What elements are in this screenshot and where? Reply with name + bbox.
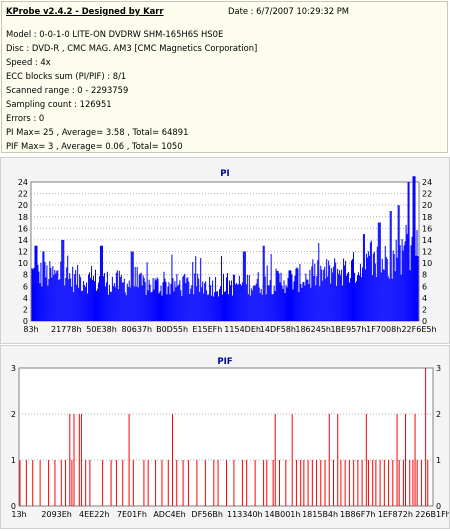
x-tick-label: 22F6E5h — [401, 325, 436, 334]
x-tick-label: 14DF58h — [260, 325, 296, 334]
x-tick-label: 1815B4h — [302, 510, 338, 519]
x-tick-label: 2093Eh — [41, 510, 71, 519]
app-title: KProbe v2.4.2 - Designed by Karr — [6, 6, 164, 16]
model-line: Model : 0-0-1-0 LITE-ON DVDRW SHM-165H6S… — [6, 29, 224, 39]
pi-chart-panel: PI 0 0 2 2 4 4 6 6 8 8 10 10 12 12 14 14 16 16 18 18 20 20 22 22… — [0, 157, 450, 344]
x-tick-label: 1154DEh — [224, 325, 261, 334]
x-tick-label: 7E01Fh — [117, 510, 147, 519]
y-tick-label-left: 3 — [11, 364, 16, 373]
range-line: Scanned range : 0 - 2293759 — [6, 85, 129, 95]
scan-date: Date : 6/7/2007 10:29:32 PM — [228, 6, 349, 16]
y-tick-label-left: 4 — [23, 294, 28, 303]
x-tick-label: 50E38h — [86, 325, 116, 334]
y-tick-label-left: 8 — [23, 271, 28, 280]
y-tick-label-left: 20 — [18, 201, 28, 210]
y-tick-label-right: 24 — [422, 178, 432, 187]
sampling-line: Sampling count : 126951 — [6, 99, 112, 109]
y-tick-label-right: 12 — [422, 248, 432, 257]
y-tick-label-right: 22 — [422, 190, 432, 199]
x-tick-label: 1BE957h — [330, 325, 366, 334]
bars — [19, 368, 429, 506]
x-tick-label: 4EE22h — [79, 510, 109, 519]
y-tick-label-right: 14 — [422, 236, 432, 245]
x-tick-label: 1B86F7h — [340, 510, 376, 519]
y-tick-label-left: 12 — [18, 248, 28, 257]
y-tick-label-right: 1 — [436, 456, 441, 465]
x-tick-label: 1EF872h — [378, 510, 413, 519]
pi-summary-line: PI Max= 25 , Average= 3.58 , Total= 6489… — [6, 127, 189, 137]
speed-line: Speed : 4x — [6, 57, 51, 67]
pif-chart: PIF 0 0 1 1 2 2 3 3 13h 2093Eh 4EE22h 7E01Fh ADC4Eh DF… — [11, 357, 450, 519]
y-tick-label-left: 22 — [18, 190, 28, 199]
y-tick-label-left: 1 — [11, 456, 16, 465]
y-tick-label-left: 16 — [18, 224, 28, 233]
x-tick-label: 113340h — [227, 510, 263, 519]
x-tick-label: 13h — [11, 510, 26, 519]
y-tick-label-right: 3 — [436, 364, 441, 373]
x-tick-label: 1F7008h — [366, 325, 401, 334]
x-tick-label: E15EFh — [192, 325, 222, 334]
plot-area — [18, 367, 434, 507]
y-tick-label-left: 0 — [23, 317, 28, 326]
chart-title: PIF — [217, 357, 232, 367]
x-tick-label: 226B1Fh — [415, 510, 449, 519]
y-tick-label-left: 2 — [11, 410, 16, 419]
x-tick-label: 14B001h — [264, 510, 300, 519]
pif-chart-panel: PIF 0 0 1 1 2 2 3 3 13h 2093Eh 4EE22h 7E01Fh ADC4Eh DF… — [0, 345, 450, 529]
ecc-line: ECC blocks sum (PI/PIF) : 8/1 — [6, 71, 127, 81]
disc-line: Disc : DVD-R , CMC MAG. AM3 [CMC Magneti… — [6, 43, 258, 53]
y-tick-label-right: 4 — [422, 294, 427, 303]
y-tick-label-left: 2 — [23, 305, 28, 314]
y-tick-label-right: 8 — [422, 271, 427, 280]
y-tick-label-right: 16 — [422, 224, 432, 233]
scan-info-panel: KProbe v2.4.2 - Designed by Karr Date : … — [1, 1, 448, 153]
chart-title: PI — [220, 169, 229, 179]
y-tick-label-right: 0 — [422, 317, 427, 326]
y-tick-label-right: 2 — [436, 410, 441, 419]
x-tick-label: ADC4Eh — [153, 510, 185, 519]
y-tick-label-right: 6 — [422, 282, 427, 291]
bars — [31, 176, 419, 321]
x-tick-label: 83h — [23, 325, 38, 334]
y-tick-label-left: 0 — [11, 502, 16, 511]
x-tick-label: 21778h — [51, 325, 82, 334]
y-tick-label-left: 18 — [18, 213, 28, 222]
x-tick-label: DF56Bh — [191, 510, 223, 519]
y-tick-label-left: 6 — [23, 282, 28, 291]
x-tick-label: 186245h — [295, 325, 331, 334]
errors-line: Errors : 0 — [6, 113, 45, 123]
x-tick-label: B0D55h — [156, 325, 188, 334]
y-tick-label-right: 0 — [436, 502, 441, 511]
pif-summary-line: PIF Max= 3 , Average= 0.06 , Total= 1050 — [6, 141, 183, 151]
y-tick-label-left: 10 — [18, 259, 28, 268]
y-tick-label-left: 24 — [18, 178, 28, 187]
y-tick-label-right: 10 — [422, 259, 432, 268]
y-tick-label-right: 18 — [422, 213, 432, 222]
x-tick-label: 80637h — [122, 325, 153, 334]
y-tick-label-right: 20 — [422, 201, 432, 210]
y-tick-label-right: 2 — [422, 305, 427, 314]
y-tick-label-left: 14 — [18, 236, 28, 245]
